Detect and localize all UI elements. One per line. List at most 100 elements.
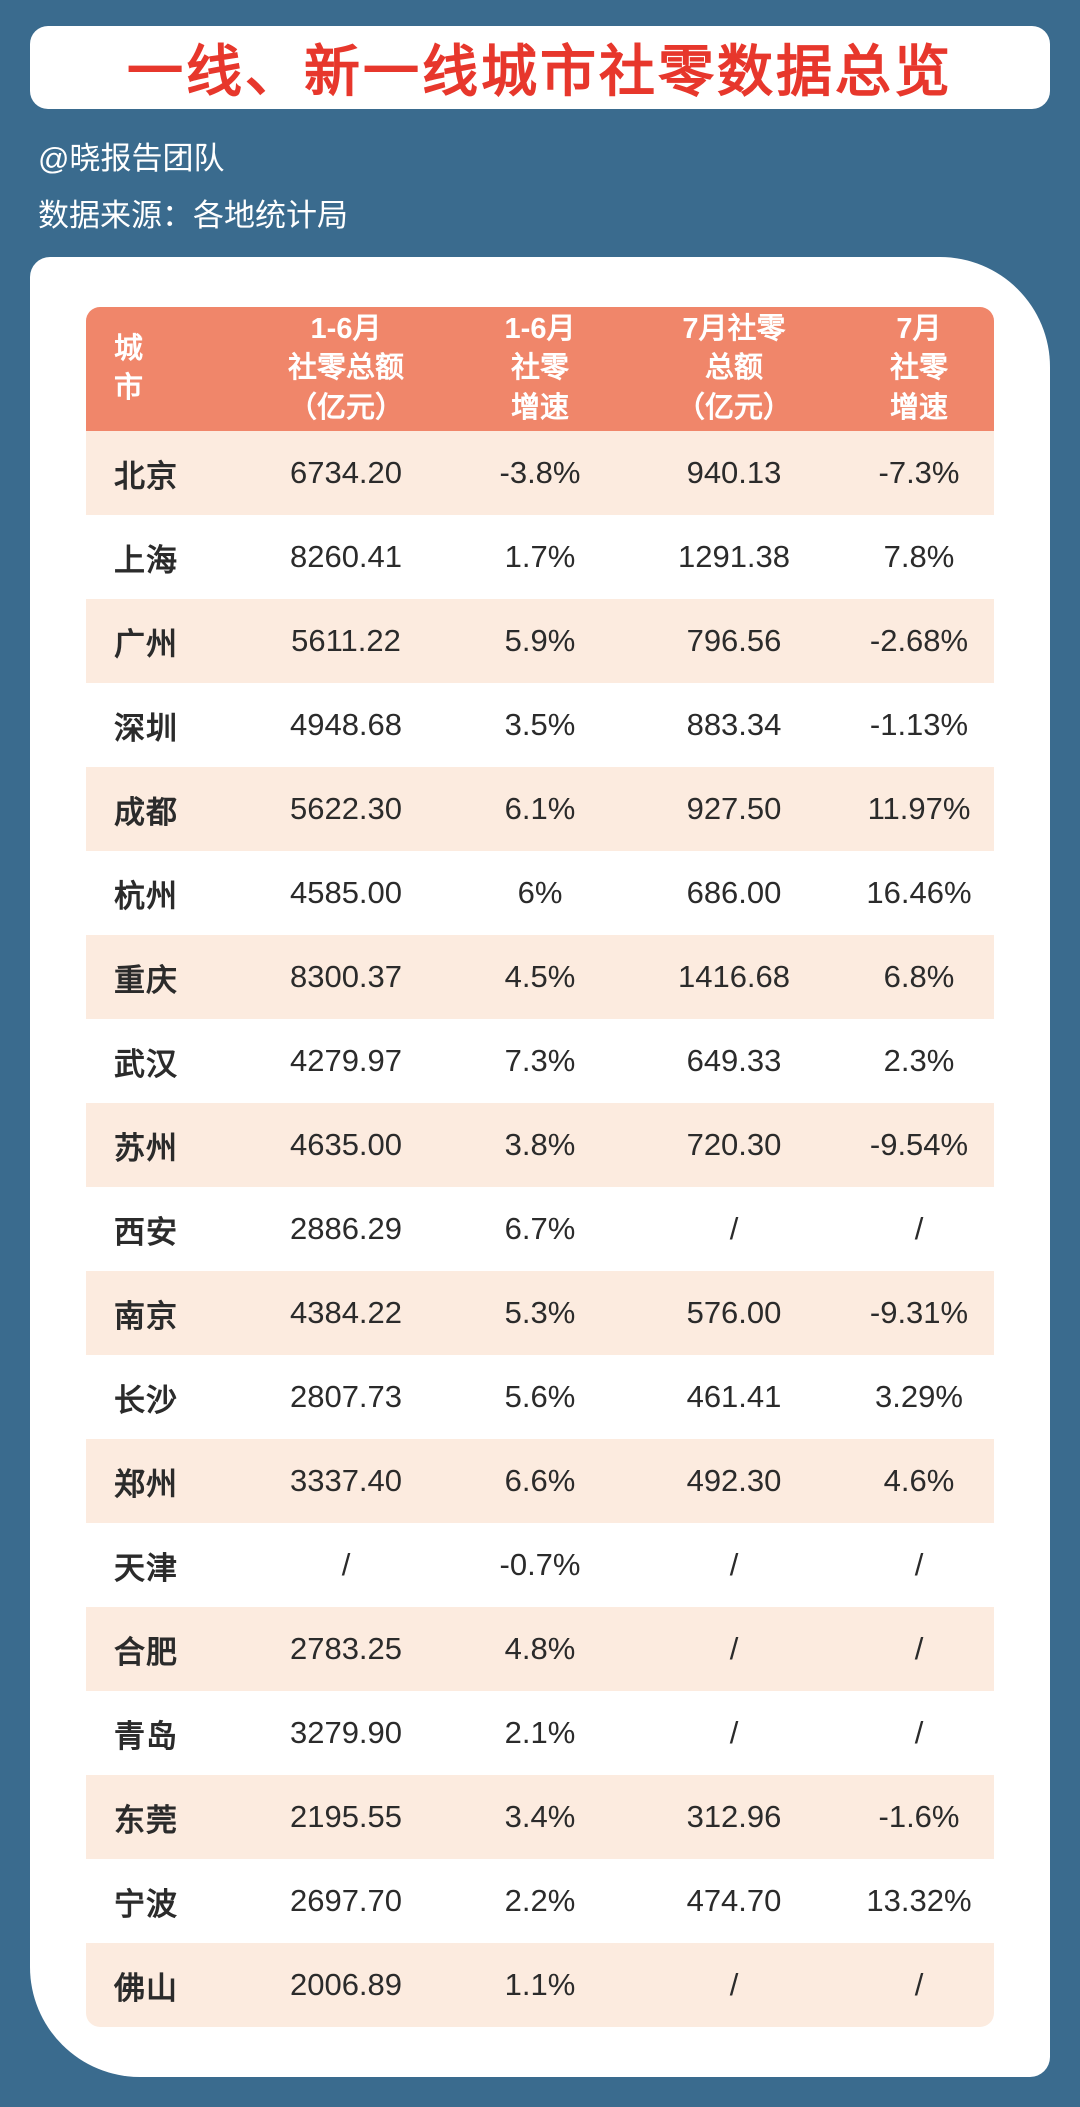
city-name: 重庆 <box>114 962 178 998</box>
data-cell: 13.32% <box>866 1883 972 1918</box>
data-cell: 6.6% <box>504 1463 576 1498</box>
city-name: 杭州 <box>114 878 178 914</box>
data-cell: 3279.90 <box>289 1715 403 1750</box>
table-row: 长沙 2807.73 5.6% 461.41 3.29% <box>86 1355 994 1439</box>
table-row: 广州 5611.22 5.9% 796.56 -2.68% <box>86 599 994 683</box>
table-header: 城 市 1-6月 社零总额 （亿元） 1-6月 社零 增速 7月社零 总额 （亿元） 7… <box>86 307 994 431</box>
data-cell: 11.97% <box>867 791 971 826</box>
header-row: 城 市 1-6月 社零总额 （亿元） 1-6月 社零 增速 7月社零 总额 （亿元） 7… <box>86 307 994 431</box>
data-cell: 649.33 <box>686 1043 782 1078</box>
data-cell: 2807.73 <box>289 1379 403 1414</box>
data-cell: 312.96 <box>686 1799 782 1834</box>
data-cell: 5622.30 <box>289 791 403 826</box>
data-cell: 3337.40 <box>289 1463 403 1498</box>
data-cell: -0.7% <box>499 1547 581 1582</box>
data-cell: / <box>914 1547 924 1582</box>
city-name: 青岛 <box>114 1718 178 1754</box>
data-cell: 4948.68 <box>289 707 403 742</box>
data-cell: 6.7% <box>504 1211 576 1246</box>
city-name: 广州 <box>114 626 178 662</box>
data-cell: 4.5% <box>504 959 576 994</box>
data-cell: -3.8% <box>499 455 581 490</box>
city-name: 合肥 <box>114 1634 178 1670</box>
table-row: 西安 2886.29 6.7% / / <box>86 1187 994 1271</box>
city-name: 成都 <box>114 794 178 830</box>
data-cell: -7.3% <box>878 455 960 490</box>
table-row: 郑州 3337.40 6.6% 492.30 4.6% <box>86 1439 994 1523</box>
data-cell: 940.13 <box>686 455 782 490</box>
data-cell: -2.68% <box>869 623 969 658</box>
data-cell: 4585.00 <box>289 875 403 910</box>
data-cell: 6.8% <box>883 959 955 994</box>
data-cell: 3.5% <box>504 707 576 742</box>
data-cell: / <box>914 1211 924 1246</box>
data-cell: 4.8% <box>504 1631 576 1666</box>
data-cell: / <box>914 1715 924 1750</box>
data-cell: 461.41 <box>686 1379 782 1414</box>
table-row: 上海 8260.41 1.7% 1291.38 7.8% <box>86 515 994 599</box>
column-header-2: 1-6月 社零 增速 <box>456 307 624 431</box>
table-row: 宁波 2697.70 2.2% 474.70 13.32% <box>86 1859 994 1943</box>
city-name: 长沙 <box>114 1382 178 1418</box>
data-cell: 576.00 <box>686 1295 782 1330</box>
data-cell: 686.00 <box>686 875 782 910</box>
data-cell: 8260.41 <box>289 539 403 574</box>
table-body: 北京 6734.20 -3.8% 940.13 -7.3% 上海 8260.41 1.7% 12… <box>86 431 994 2027</box>
data-cell: 4635.00 <box>289 1127 403 1162</box>
table-row: 杭州 4585.00 6% 686.00 16.46% <box>86 851 994 935</box>
table-row: 东莞 2195.55 3.4% 312.96 -1.6% <box>86 1775 994 1859</box>
data-cell: 492.30 <box>686 1463 782 1498</box>
data-cell: 3.8% <box>504 1127 576 1162</box>
column-header-4: 7月 社零 增速 <box>844 307 994 431</box>
data-cell: 3.29% <box>875 1379 963 1414</box>
table-row: 北京 6734.20 -3.8% 940.13 -7.3% <box>86 431 994 515</box>
data-cell: 4384.22 <box>289 1295 403 1330</box>
data-cell: 5611.22 <box>291 623 401 658</box>
data-cell: 2.2% <box>504 1883 576 1918</box>
table-row: 成都 5622.30 6.1% 927.50 11.97% <box>86 767 994 851</box>
city-name: 深圳 <box>114 710 178 746</box>
city-name: 武汉 <box>114 1046 178 1082</box>
data-cell: 1291.38 <box>677 539 791 574</box>
data-cell: 3.4% <box>504 1799 576 1834</box>
data-cell: 8300.37 <box>289 959 403 994</box>
city-name: 西安 <box>114 1214 178 1250</box>
table-row: 合肥 2783.25 4.8% / / <box>86 1607 994 1691</box>
data-cell: 7.8% <box>883 539 955 574</box>
data-cell: 474.70 <box>686 1883 782 1918</box>
city-name: 天津 <box>114 1550 178 1586</box>
data-cell: 7.3% <box>504 1043 576 1078</box>
data-cell: 2697.70 <box>289 1883 403 1918</box>
data-cell: -1.13% <box>869 707 969 742</box>
data-cell: -1.6% <box>878 1799 960 1834</box>
data-cell: 4.6% <box>883 1463 955 1498</box>
city-name: 苏州 <box>114 1130 178 1166</box>
data-cell: 6734.20 <box>289 455 403 490</box>
data-cell: 2783.25 <box>289 1631 403 1666</box>
table-card: 城 市 1-6月 社零总额 （亿元） 1-6月 社零 增速 7月社零 总额 （亿元） 7… <box>30 257 1050 2077</box>
page-title: 一线、新一线城市社零数据总览 <box>127 40 953 103</box>
city-name: 上海 <box>114 542 178 578</box>
table-row: 深圳 4948.68 3.5% 883.34 -1.13% <box>86 683 994 767</box>
column-header-0: 城 市 <box>86 307 236 431</box>
data-cell: 4279.97 <box>289 1043 403 1078</box>
city-name: 郑州 <box>114 1466 178 1502</box>
title-banner: 一线、新一线城市社零数据总览 <box>30 26 1050 109</box>
data-cell: -9.31% <box>869 1295 969 1330</box>
city-name: 佛山 <box>114 1970 178 2006</box>
city-retail-table: 城 市 1-6月 社零总额 （亿元） 1-6月 社零 增速 7月社零 总额 （亿元） 7… <box>86 307 994 2027</box>
city-name: 东莞 <box>114 1802 178 1838</box>
data-cell: / <box>729 1715 739 1750</box>
data-cell: 927.50 <box>686 791 782 826</box>
data-cell: 5.3% <box>504 1295 576 1330</box>
data-cell: / <box>729 1631 739 1666</box>
table-row: 武汉 4279.97 7.3% 649.33 2.3% <box>86 1019 994 1103</box>
city-name: 北京 <box>114 458 178 494</box>
column-header-1: 1-6月 社零总额 （亿元） <box>236 307 456 431</box>
table-wrapper: 城 市 1-6月 社零总额 （亿元） 1-6月 社零 增速 7月社零 总额 （亿元） 7… <box>86 307 994 2027</box>
data-cell: / <box>729 1967 739 2002</box>
city-name: 南京 <box>114 1298 178 1334</box>
table-row: 天津 / -0.7% / / <box>86 1523 994 1607</box>
data-cell: 6.1% <box>504 791 576 826</box>
data-source: 数据来源：各地统计局 <box>38 198 348 233</box>
